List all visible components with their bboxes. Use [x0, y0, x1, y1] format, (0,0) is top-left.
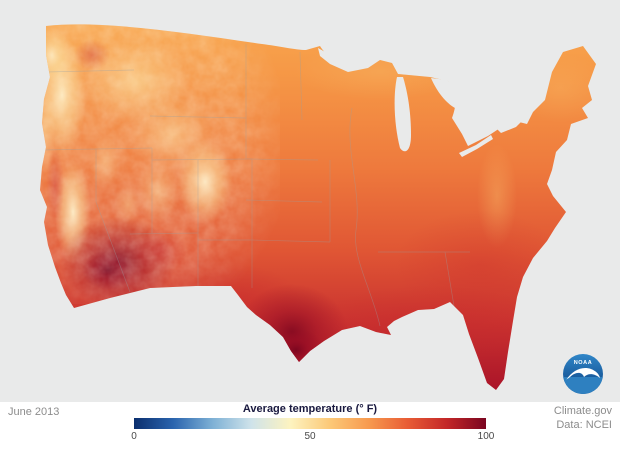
legend-ticks: 0 50 100: [131, 431, 494, 444]
legend-gradient-bar: [134, 418, 486, 429]
us-temperature-map: NOAA: [40, 24, 603, 394]
legend: Average temperature (° F) 0 50 100: [131, 402, 494, 444]
attribution: Climate.gov Data: NCEI: [554, 404, 612, 433]
legend-tick-min: 0: [131, 431, 137, 442]
temperature-surface: [40, 24, 596, 390]
noaa-logo-text: NOAA: [574, 360, 593, 366]
source-data: Data: NCEI: [556, 419, 612, 432]
lake-erie-shape: [459, 135, 493, 157]
lake-huron-shape: [431, 78, 457, 108]
legend-title-text: Average temperature: [242, 403, 353, 415]
legend-units: (° F): [355, 403, 378, 415]
lake-ontario-shape: [497, 119, 524, 133]
state-borders: [41, 44, 470, 327]
noaa-seagull-icon: [566, 368, 600, 380]
legend-tick-mid: 50: [304, 431, 316, 442]
great-lakes: [318, 48, 524, 157]
legend-title: Average temperature (° F): [134, 403, 486, 415]
lake-superior-shape: [318, 48, 380, 72]
source-site: Climate.gov: [553, 405, 612, 417]
footer: June 2013 Average temperature (° F) 0 50…: [0, 402, 620, 450]
lake-michigan-shape: [394, 77, 411, 152]
legend-tick-max: 100: [477, 431, 495, 442]
noaa-logo-sea: [563, 377, 603, 394]
date-label: June 2013: [8, 406, 60, 418]
noaa-logo: NOAA: [563, 354, 603, 394]
map-area: NOAA: [0, 0, 620, 402]
